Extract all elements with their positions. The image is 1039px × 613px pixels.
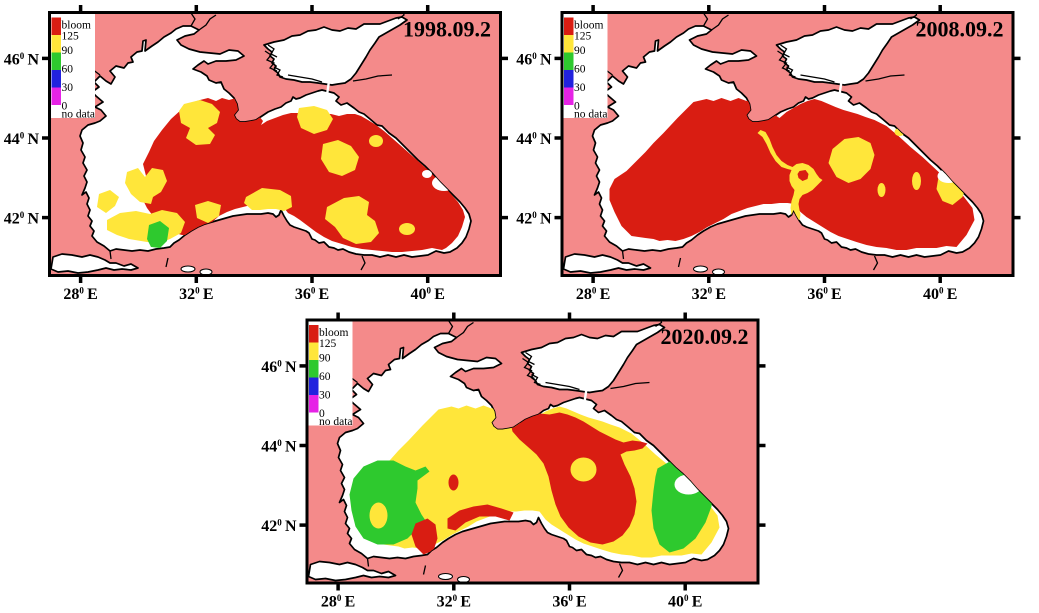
svg-text:60: 60 xyxy=(62,64,74,76)
svg-text:440 N: 440 N xyxy=(261,438,297,456)
svg-text:320 E: 320 E xyxy=(437,593,471,611)
svg-text:30: 30 xyxy=(319,390,331,402)
svg-text:460 N: 460 N xyxy=(516,51,552,69)
svg-text:60: 60 xyxy=(319,371,331,383)
svg-text:440 N: 440 N xyxy=(4,131,40,149)
svg-text:bloom: bloom xyxy=(319,327,348,339)
svg-text:0: 0 xyxy=(319,408,325,420)
svg-text:360 E: 360 E xyxy=(552,593,586,611)
svg-text:30: 30 xyxy=(574,82,586,94)
svg-text:no data: no data xyxy=(319,416,353,428)
svg-text:280 E: 280 E xyxy=(321,593,355,611)
svg-text:0: 0 xyxy=(574,101,580,113)
svg-text:460 N: 460 N xyxy=(261,358,297,376)
svg-text:90: 90 xyxy=(319,353,331,365)
svg-text:400 E: 400 E xyxy=(668,593,702,611)
svg-text:2020.09.2: 2020.09.2 xyxy=(661,324,749,349)
svg-text:440 N: 440 N xyxy=(516,131,552,149)
svg-text:no data: no data xyxy=(574,109,608,121)
svg-text:bloom: bloom xyxy=(62,20,91,32)
svg-text:320 E: 320 E xyxy=(692,286,726,304)
svg-text:0: 0 xyxy=(62,101,68,113)
svg-text:no data: no data xyxy=(62,109,96,121)
svg-text:280 E: 280 E xyxy=(576,286,610,304)
svg-text:400 E: 400 E xyxy=(411,286,445,304)
svg-text:125: 125 xyxy=(319,338,337,350)
svg-text:420 N: 420 N xyxy=(516,210,552,228)
svg-text:420 N: 420 N xyxy=(261,518,297,536)
svg-text:360 E: 360 E xyxy=(295,286,329,304)
svg-text:420 N: 420 N xyxy=(4,210,40,228)
svg-text:60: 60 xyxy=(574,64,586,76)
svg-text:90: 90 xyxy=(62,45,74,57)
svg-text:320 E: 320 E xyxy=(179,286,213,304)
svg-text:2008.09.2: 2008.09.2 xyxy=(916,17,1004,42)
svg-text:125: 125 xyxy=(574,31,592,43)
svg-text:bloom: bloom xyxy=(574,20,603,32)
svg-text:90: 90 xyxy=(574,45,586,57)
svg-text:360 E: 360 E xyxy=(807,286,841,304)
svg-text:30: 30 xyxy=(62,82,74,94)
svg-text:280 E: 280 E xyxy=(63,286,97,304)
svg-text:400 E: 400 E xyxy=(923,286,957,304)
svg-text:1998.09.2: 1998.09.2 xyxy=(403,17,491,42)
svg-text:460 N: 460 N xyxy=(4,51,40,69)
svg-text:125: 125 xyxy=(62,31,80,43)
